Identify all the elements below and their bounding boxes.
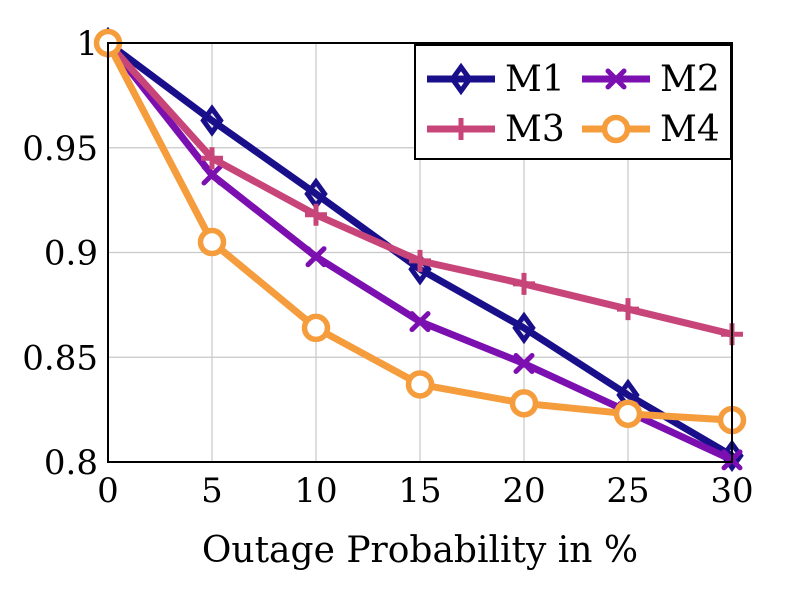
data-point-M3: [617, 298, 639, 321]
x-tick-label: 25: [606, 471, 649, 511]
data-point-M4: [613, 399, 643, 429]
data-point-M3: [409, 249, 431, 272]
data-point-M4: [197, 227, 227, 257]
data-point-M2: [513, 353, 535, 375]
legend-entry-M3: M3: [427, 109, 565, 150]
legend-marker: [449, 62, 473, 96]
legend-entry-M2: M2: [582, 59, 720, 100]
legend-marker: [605, 68, 627, 90]
plot-frame: [107, 42, 733, 463]
data-point-M2: [201, 164, 223, 186]
x-tick-label: 0: [97, 471, 119, 511]
data-point-M2: [305, 246, 327, 268]
y-tick-labels: 0.8 0.85 0.9 0.95 1: [22, 24, 98, 483]
x-tick-labels: 0 5 10 15 20 25 30: [97, 471, 753, 511]
legend-entry-M1: M1: [427, 59, 565, 100]
x-axis-title: Outage Probability in %: [202, 530, 638, 571]
legend-label: M2: [660, 59, 720, 100]
x-tick-label: 20: [502, 471, 545, 511]
data-point-M3: [201, 147, 223, 170]
y-tick-label: 0.85: [22, 338, 98, 378]
legend-marker: [450, 118, 472, 140]
legend: M1 M2 M3 M4: [414, 44, 732, 160]
y-tick-label: 0.9: [44, 234, 98, 274]
data-point-M3: [513, 272, 535, 295]
legend-label: M3: [505, 109, 565, 150]
data-point-M3: [305, 203, 327, 226]
x-tick-label: 10: [294, 471, 337, 511]
y-tick-label: 0.8: [44, 443, 98, 483]
x-tick-label: 5: [201, 471, 223, 511]
legend-box: [414, 44, 732, 160]
data-point-M1: [512, 311, 536, 345]
data-point-M4: [405, 370, 435, 399]
data-point-M2: [409, 311, 431, 333]
series-M4: [93, 28, 747, 435]
series-layer: [93, 26, 747, 472]
data-point-M1: [200, 104, 224, 137]
legend-marker: [601, 114, 631, 144]
y-tick-label: 1: [76, 24, 98, 64]
legend-label: M1: [505, 59, 565, 100]
legend-label: M4: [660, 109, 720, 150]
y-tick-label: 0.95: [22, 129, 98, 169]
x-tick-label: 15: [398, 471, 441, 511]
legend-entry-M4: M4: [582, 109, 720, 150]
data-point-M4: [509, 389, 539, 418]
data-point-M4: [301, 313, 331, 343]
x-tick-label: 30: [710, 471, 753, 511]
